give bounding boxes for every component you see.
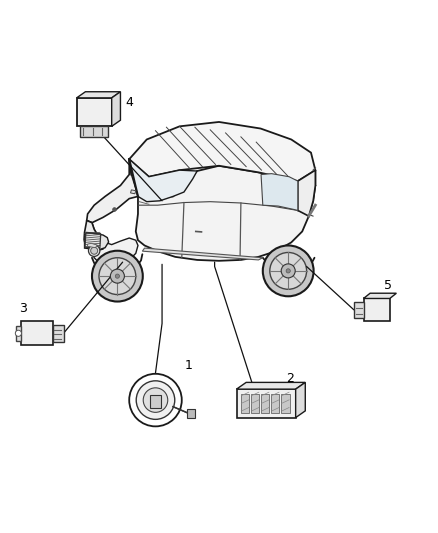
Polygon shape: [136, 166, 315, 261]
Circle shape: [15, 330, 21, 336]
Polygon shape: [237, 382, 305, 389]
Polygon shape: [237, 389, 296, 418]
Circle shape: [143, 388, 168, 413]
Polygon shape: [296, 382, 305, 418]
Text: 5: 5: [384, 279, 392, 292]
Polygon shape: [364, 298, 390, 321]
Bar: [241, 393, 249, 413]
Circle shape: [99, 258, 136, 295]
Circle shape: [270, 253, 307, 289]
Bar: [281, 393, 290, 413]
Circle shape: [92, 251, 143, 302]
Circle shape: [286, 269, 290, 273]
Bar: [187, 409, 195, 418]
Polygon shape: [21, 321, 53, 345]
Polygon shape: [77, 92, 120, 98]
Text: 3: 3: [19, 302, 27, 314]
Bar: [251, 393, 259, 413]
Polygon shape: [129, 122, 315, 181]
Polygon shape: [87, 159, 138, 223]
Bar: [261, 393, 269, 413]
Polygon shape: [142, 248, 263, 260]
Polygon shape: [364, 293, 396, 298]
Circle shape: [136, 381, 175, 419]
Polygon shape: [298, 170, 315, 216]
Text: 1: 1: [184, 359, 192, 373]
Circle shape: [110, 269, 124, 283]
Polygon shape: [129, 159, 197, 201]
Circle shape: [263, 246, 314, 296]
Polygon shape: [112, 92, 120, 126]
Polygon shape: [88, 243, 97, 248]
Bar: [150, 395, 161, 408]
Polygon shape: [16, 326, 21, 341]
Polygon shape: [354, 302, 364, 318]
Polygon shape: [53, 325, 64, 342]
Text: 2: 2: [286, 372, 294, 385]
Circle shape: [129, 374, 182, 426]
Polygon shape: [85, 233, 109, 250]
Polygon shape: [84, 221, 105, 251]
Circle shape: [115, 274, 120, 278]
Polygon shape: [77, 98, 112, 126]
Text: 4: 4: [125, 96, 133, 109]
Circle shape: [91, 247, 98, 254]
Polygon shape: [131, 190, 136, 194]
Bar: [271, 393, 279, 413]
Polygon shape: [261, 174, 298, 211]
Circle shape: [281, 264, 295, 278]
Polygon shape: [80, 126, 108, 138]
Polygon shape: [87, 221, 138, 268]
Circle shape: [88, 245, 100, 256]
